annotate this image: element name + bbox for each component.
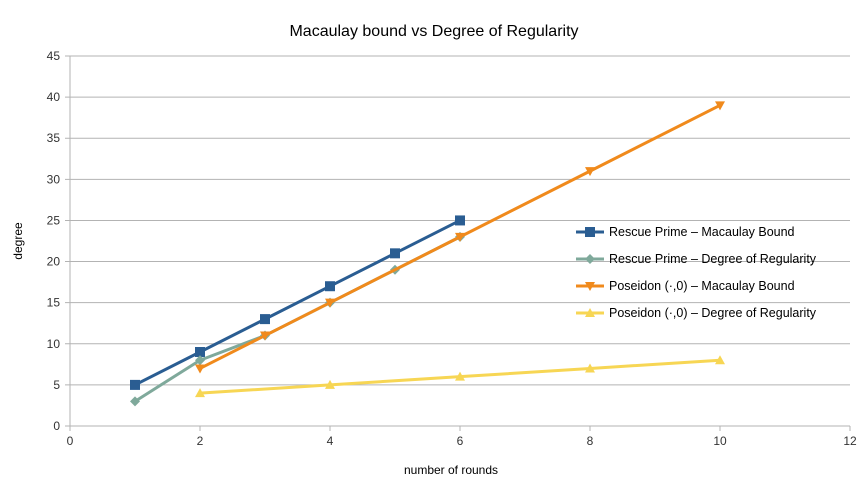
x-tick-label: 6: [457, 434, 464, 448]
y-axis-label: degree: [11, 222, 25, 260]
legend-label: Poseidon (·,0) – Degree of Regularity: [609, 306, 817, 320]
y-tick-label: 35: [47, 131, 61, 145]
legend-marker: [585, 227, 595, 237]
data-point: [325, 281, 335, 292]
series-1: [130, 215, 465, 390]
legend-entry: Poseidon (·,0) – Macaulay Bound: [576, 279, 795, 293]
data-point: [260, 331, 270, 341]
legend-marker: [585, 254, 595, 264]
data-point: [195, 388, 205, 398]
y-tick-label: 10: [47, 337, 61, 351]
plot-area: [130, 101, 725, 407]
data-point: [130, 379, 140, 390]
legend-marker: [585, 308, 595, 317]
legend-label: Rescue Prime – Degree of Regularity: [609, 252, 817, 266]
data-point: [455, 371, 465, 381]
data-point: [585, 167, 595, 177]
axes: 0 5 10 15 20 25 30 35 40 45 0 2 4 6 8 10 12: [47, 49, 857, 448]
data-point: [195, 364, 205, 374]
y-tick-label: 40: [47, 90, 61, 104]
data-point: [130, 396, 140, 407]
x-tick-label: 0: [67, 434, 74, 448]
y-tick-label: 20: [47, 255, 61, 269]
series-line: [134, 219, 461, 387]
x-tick-label: 10: [713, 434, 727, 448]
data-point: [260, 314, 270, 325]
y-tick-label: 0: [53, 419, 60, 433]
chart-title: Macaulay bound vs Degree of Regularity: [289, 23, 578, 40]
series-4: [195, 355, 725, 398]
x-tick-label: 12: [843, 434, 857, 448]
legend-entry: Rescue Prime – Degree of Regularity: [576, 252, 817, 266]
legend-label: Rescue Prime – Macaulay Bound: [609, 225, 795, 239]
x-tick-label: 8: [587, 434, 594, 448]
data-point: [715, 101, 725, 111]
data-point: [455, 232, 465, 242]
legend-marker: [585, 282, 595, 291]
data-point: [390, 248, 400, 259]
data-point: [195, 347, 205, 357]
y-tick-label: 45: [47, 49, 61, 63]
y-tick-label: 15: [47, 296, 61, 310]
legend-entry: Poseidon (·,0) – Degree of Regularity: [576, 306, 817, 320]
x-axis-label: number of rounds: [404, 463, 498, 477]
y-tick-label: 5: [53, 378, 60, 392]
legend: Rescue Prime – Macaulay Bound Rescue Prim…: [576, 225, 817, 320]
data-point: [715, 355, 725, 365]
data-point: [195, 355, 205, 366]
data-point: [585, 363, 595, 373]
x-tick-label: 4: [327, 434, 334, 448]
series-line: [199, 103, 721, 370]
data-point: [325, 298, 335, 308]
legend-entry: Rescue Prime – Macaulay Bound: [576, 225, 795, 239]
data-point: [455, 215, 465, 226]
x-tick-label: 2: [197, 434, 204, 448]
data-point: [325, 379, 335, 389]
y-tick-label: 25: [47, 213, 61, 227]
series-3: [195, 101, 725, 374]
y-tick-label: 30: [47, 172, 61, 186]
legend-label: Poseidon (·,0) – Macaulay Bound: [609, 279, 795, 293]
